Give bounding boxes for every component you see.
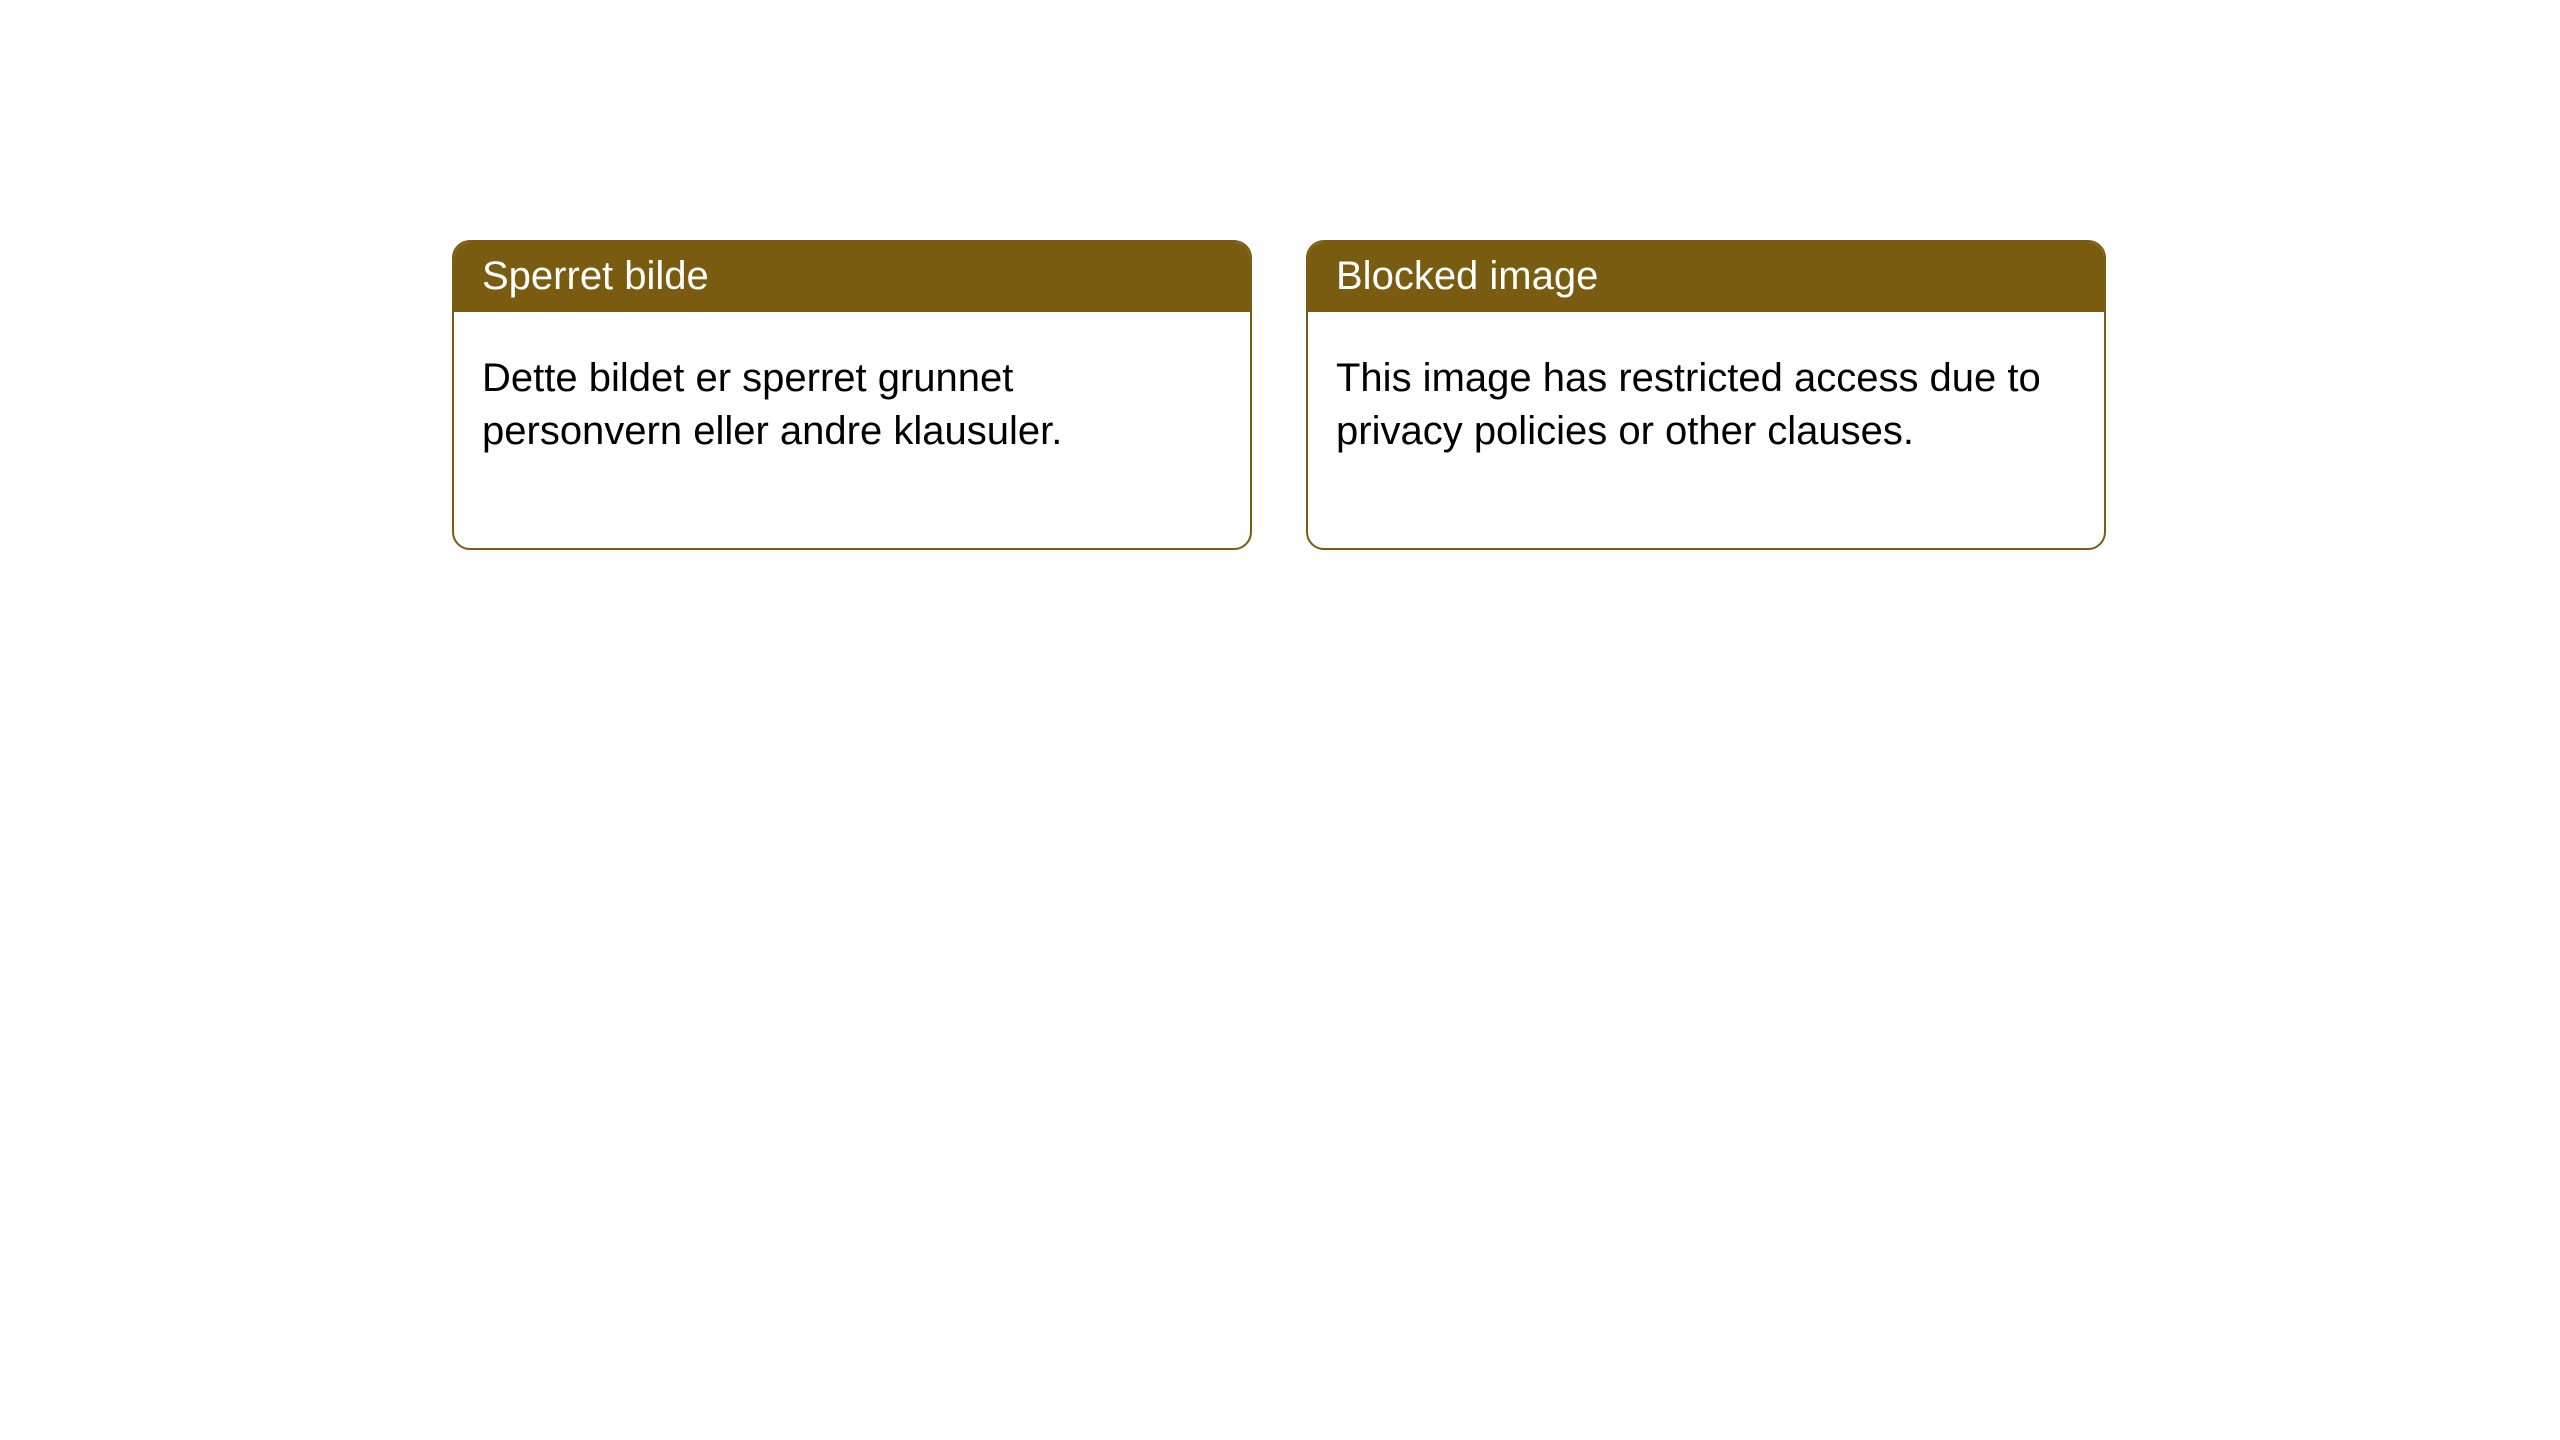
notice-card-norwegian: Sperret bilde Dette bildet er sperret gr… <box>452 240 1252 550</box>
notice-card-english: Blocked image This image has restricted … <box>1306 240 2106 550</box>
notice-body: Dette bildet er sperret grunnet personve… <box>454 312 1250 548</box>
notice-title: Blocked image <box>1308 242 2104 312</box>
notice-container: Sperret bilde Dette bildet er sperret gr… <box>0 0 2560 550</box>
notice-body: This image has restricted access due to … <box>1308 312 2104 548</box>
notice-title: Sperret bilde <box>454 242 1250 312</box>
